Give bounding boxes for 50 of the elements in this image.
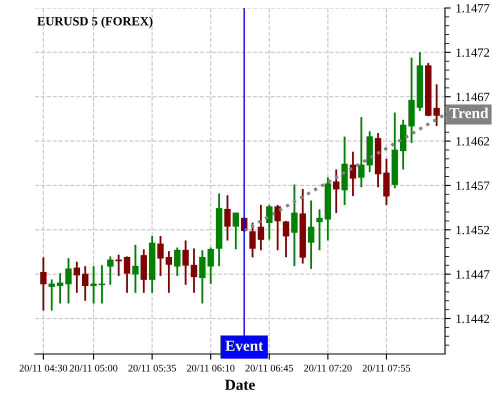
x-tick-label: 20/11 06:45 bbox=[246, 364, 294, 372]
candlestick bbox=[48, 278, 55, 312]
y-tick-label: 1.1467 bbox=[456, 92, 490, 102]
x-tick-label: 20/11 05:00 bbox=[70, 364, 118, 372]
candlestick bbox=[199, 249, 206, 304]
y-tick-label: 1.1452 bbox=[456, 226, 490, 234]
x-tick-label: 20/11 06:10 bbox=[186, 364, 234, 372]
candlestick bbox=[258, 204, 264, 252]
x-tick-label: 20/11 04:30 bbox=[20, 364, 68, 372]
candlestick bbox=[358, 116, 365, 188]
y-tick-label: 1.1442 bbox=[456, 314, 490, 324]
candlestick bbox=[40, 256, 47, 312]
y-tick-label: 1.1472 bbox=[456, 48, 490, 57]
candlestick bbox=[282, 220, 290, 258]
candlestick bbox=[249, 222, 256, 258]
candlestick bbox=[166, 250, 172, 294]
candlestick bbox=[115, 254, 122, 277]
candlestick bbox=[56, 272, 64, 304]
x-tick-label: 20/11 05:35 bbox=[128, 364, 176, 372]
candlestick bbox=[190, 248, 198, 294]
y-tick-label: 1.1462 bbox=[456, 137, 490, 146]
candlestick bbox=[140, 248, 147, 294]
x-tick-label: 20/11 07:55 bbox=[362, 364, 410, 372]
candlestick bbox=[208, 246, 214, 285]
y-tick-label: 1.1457 bbox=[456, 182, 490, 190]
x-axis-title: Date bbox=[225, 380, 255, 390]
text: EURUSD 5 (FOREX) bbox=[37, 16, 152, 28]
candlestick bbox=[132, 244, 139, 294]
candlestick bbox=[174, 246, 180, 277]
candlestick bbox=[232, 212, 240, 250]
candlestick bbox=[224, 194, 231, 242]
candlestick bbox=[274, 204, 281, 252]
candlestick bbox=[107, 256, 114, 286]
series-label: Trend bbox=[449, 108, 488, 118]
candlestick bbox=[266, 204, 272, 240]
x-tick-label: 20/11 07:20 bbox=[304, 364, 352, 372]
candlestick bbox=[74, 260, 80, 294]
candlestick bbox=[316, 208, 323, 252]
candlestick bbox=[291, 184, 298, 268]
ref-line-label: Event bbox=[225, 340, 264, 351]
candlestick bbox=[65, 257, 72, 304]
candlestick bbox=[308, 200, 314, 270]
candlestick bbox=[333, 168, 340, 214]
candlestick bbox=[433, 83, 440, 127]
candlestick bbox=[182, 240, 189, 286]
y-tick-label: 1.1477 bbox=[456, 4, 490, 13]
candlestick bbox=[124, 256, 130, 294]
candlestick bbox=[157, 235, 164, 277]
candlestick bbox=[82, 265, 88, 302]
y-tick-label: 1.1447 bbox=[456, 270, 490, 279]
